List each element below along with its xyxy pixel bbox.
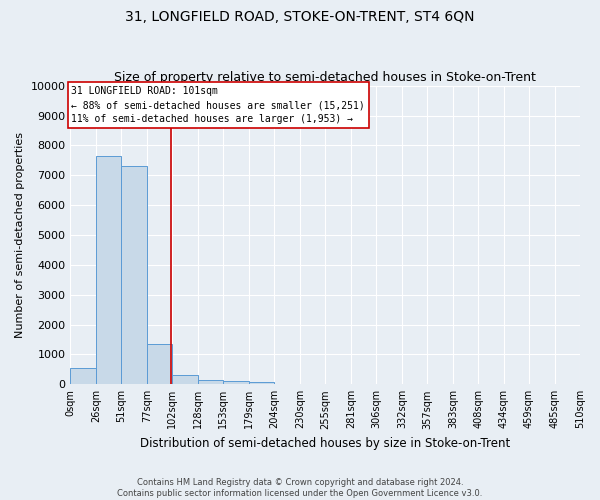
Text: 31 LONGFIELD ROAD: 101sqm
← 88% of semi-detached houses are smaller (15,251)
11%: 31 LONGFIELD ROAD: 101sqm ← 88% of semi-… [71,86,365,124]
Text: Contains HM Land Registry data © Crown copyright and database right 2024.
Contai: Contains HM Land Registry data © Crown c… [118,478,482,498]
Bar [223,382,249,384]
Text: 31, LONGFIELD ROAD, STOKE-ON-TRENT, ST4 6QN: 31, LONGFIELD ROAD, STOKE-ON-TRENT, ST4 … [125,10,475,24]
Bar [172,375,199,384]
Y-axis label: Number of semi-detached properties: Number of semi-detached properties [15,132,25,338]
Bar [97,156,121,384]
X-axis label: Distribution of semi-detached houses by size in Stoke-on-Trent: Distribution of semi-detached houses by … [140,437,511,450]
Title: Size of property relative to semi-detached houses in Stoke-on-Trent: Size of property relative to semi-detach… [114,72,536,85]
Bar [148,344,172,385]
Bar [121,166,148,384]
Bar [249,382,274,384]
Bar [70,368,97,384]
Bar [199,380,223,384]
